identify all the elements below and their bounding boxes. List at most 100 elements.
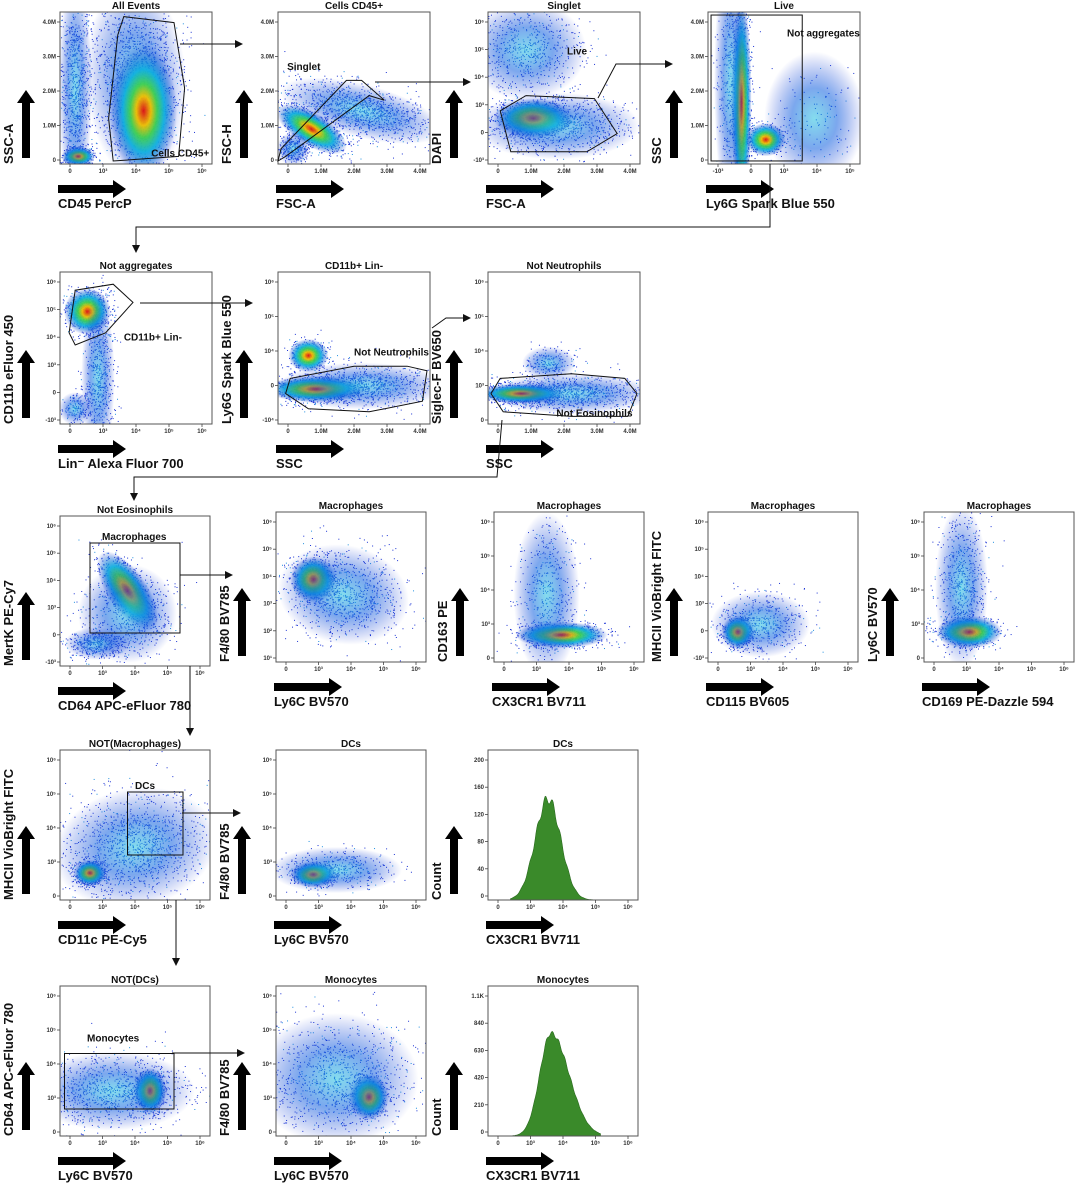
event-dot bbox=[57, 161, 58, 162]
event-dot bbox=[351, 153, 353, 155]
event-dot bbox=[116, 167, 117, 168]
y-axis-arrow bbox=[17, 90, 35, 158]
event-dot bbox=[186, 39, 188, 41]
event-dot bbox=[182, 32, 184, 34]
event-dot bbox=[360, 138, 362, 140]
event-dot bbox=[74, 5, 75, 6]
event-dot bbox=[56, 158, 57, 159]
event-dot bbox=[137, 181, 138, 182]
event-dot bbox=[172, 9, 173, 10]
event-dot bbox=[91, 147, 93, 149]
event-dot bbox=[99, 160, 101, 162]
event-dot bbox=[162, 171, 163, 172]
event-dot bbox=[56, 85, 57, 86]
event-dot bbox=[182, 42, 184, 44]
event-dot bbox=[352, 138, 354, 140]
event-dot bbox=[187, 89, 189, 91]
event-dot bbox=[274, 97, 275, 98]
event-dot bbox=[127, 172, 128, 173]
event-dot bbox=[154, 190, 155, 191]
event-dot bbox=[92, 162, 94, 164]
event-dot bbox=[60, 162, 62, 164]
event-dot bbox=[318, 70, 320, 72]
event-dot bbox=[71, 167, 72, 168]
plot-title: All Events bbox=[112, 1, 161, 12]
plot-area bbox=[231, 51, 446, 164]
event-dot bbox=[71, 176, 72, 177]
event-dot bbox=[171, 185, 172, 186]
event-dot bbox=[309, 151, 311, 153]
event-dot bbox=[278, 126, 280, 128]
event-dot bbox=[445, 137, 446, 138]
event-dot bbox=[109, 3, 110, 4]
event-dot bbox=[440, 132, 441, 133]
event-dot bbox=[104, 2, 105, 3]
event-dot bbox=[86, 173, 87, 174]
event-dot bbox=[76, 170, 77, 171]
event-dot bbox=[177, 165, 178, 166]
event-dot bbox=[347, 153, 349, 155]
event-dot bbox=[105, 4, 106, 5]
event-dot bbox=[184, 160, 186, 162]
event-dot bbox=[356, 141, 358, 143]
event-dot bbox=[351, 75, 353, 77]
event-dot bbox=[144, 165, 145, 166]
event-dot bbox=[171, 10, 172, 11]
event-dot bbox=[349, 143, 351, 145]
event-dot bbox=[121, 168, 122, 169]
event-dot bbox=[289, 70, 291, 72]
event-dot bbox=[80, 10, 81, 11]
event-dot bbox=[65, 165, 66, 166]
event-dot bbox=[91, 138, 93, 140]
event-dot bbox=[271, 117, 272, 118]
event-dot bbox=[172, 197, 173, 198]
event-dot bbox=[95, 142, 97, 144]
event-dot bbox=[437, 129, 438, 130]
event-dot bbox=[336, 75, 338, 77]
event-dot bbox=[387, 148, 389, 150]
event-dot bbox=[65, 166, 66, 167]
event-dot bbox=[75, 166, 76, 167]
event-dot bbox=[321, 152, 323, 154]
event-dot bbox=[183, 123, 185, 125]
event-dot bbox=[285, 130, 287, 132]
event-dot bbox=[350, 162, 352, 164]
event-dot bbox=[340, 75, 342, 77]
event-dot bbox=[79, 167, 80, 168]
event-dot bbox=[191, 155, 193, 157]
event-dot bbox=[428, 109, 430, 111]
event-dot bbox=[155, 168, 156, 169]
event-dot bbox=[149, 170, 150, 171]
event-dot bbox=[74, 1, 75, 2]
event-dot bbox=[351, 150, 353, 152]
event-dot bbox=[145, 208, 146, 209]
event-dot bbox=[88, 1, 89, 2]
event-dot bbox=[415, 83, 417, 85]
event-dot bbox=[85, 6, 86, 7]
event-dot bbox=[319, 152, 321, 154]
event-dot bbox=[100, 166, 101, 167]
event-dot bbox=[134, 167, 135, 168]
event-dot bbox=[158, 194, 159, 195]
event-dot bbox=[81, 10, 82, 11]
event-dot bbox=[231, 99, 232, 100]
event-dot bbox=[77, 225, 78, 226]
event-dot bbox=[346, 135, 348, 137]
event-dot bbox=[361, 137, 363, 139]
x-tick-label: 10⁶ bbox=[197, 169, 207, 175]
event-dot bbox=[321, 152, 323, 154]
event-dot bbox=[83, 166, 84, 167]
event-dot bbox=[59, 4, 60, 5]
x-tick-label: 10⁴ bbox=[131, 169, 141, 175]
event-dot bbox=[236, 117, 237, 118]
event-dot bbox=[79, 7, 80, 8]
event-dot bbox=[204, 114, 206, 116]
event-dot bbox=[274, 109, 275, 110]
event-dot bbox=[407, 86, 409, 88]
event-dot bbox=[190, 115, 192, 117]
event-dot bbox=[350, 145, 352, 147]
event-dot bbox=[110, 179, 111, 180]
event-dot bbox=[75, 165, 76, 166]
event-dot bbox=[99, 152, 101, 154]
